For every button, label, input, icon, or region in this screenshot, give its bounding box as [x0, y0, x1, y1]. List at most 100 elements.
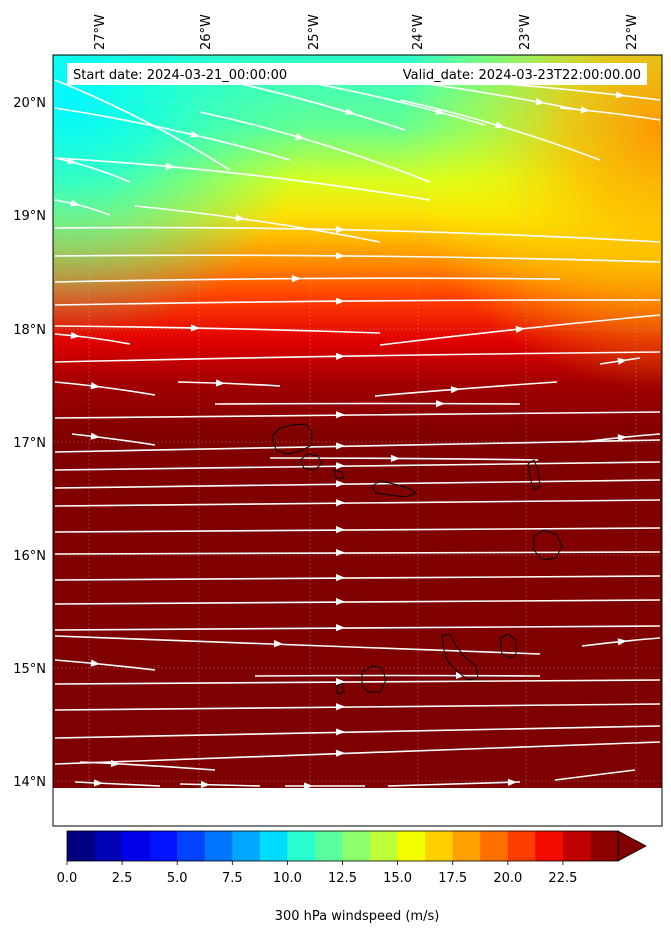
coastlines [271, 423, 563, 695]
streamline [177, 381, 281, 387]
streamline [54, 254, 661, 263]
streamline-arrow [70, 199, 80, 207]
colorbar-segment [562, 831, 591, 861]
streamline-arrow [615, 91, 625, 99]
streamline [554, 769, 636, 781]
streamline-arrow [345, 108, 355, 116]
lat-tick-labels: 20°N 19°N 18°N 17°N 16°N 15°N 14°N [13, 96, 46, 790]
streamline-arrow [335, 297, 345, 305]
streamline-arrow [455, 671, 465, 680]
streamline-arrow [335, 352, 345, 360]
streamline-arrow [335, 728, 345, 736]
lat-tick-label: 19°N [13, 209, 46, 224]
streamline-arrow [335, 480, 345, 488]
lon-tick-label: 23°W [518, 14, 533, 50]
streamline [54, 226, 661, 243]
streamline-arrow [70, 331, 80, 340]
streamline [54, 199, 111, 216]
lon-tick-label: 24°W [411, 14, 426, 50]
missing-data-strip [53, 788, 662, 826]
colorbar-segment [94, 831, 123, 861]
streamline [387, 781, 521, 787]
streamline [54, 725, 661, 739]
streamline-arrow [190, 130, 200, 138]
streamline-arrow [335, 442, 345, 450]
streamline-arrow [450, 386, 460, 394]
colorbar-segment [177, 831, 206, 861]
streamline-arrow [580, 106, 590, 114]
streamline-arrow [110, 759, 120, 768]
valid-date-label: Valid_date: 2024-03-23T22:00:00.00 [403, 68, 641, 83]
streamline-arrow [335, 526, 345, 534]
island-sao-nicolau [371, 480, 418, 498]
colorbar-label: 300 hPa windspeed (m/s) [275, 909, 440, 924]
streamline-arrow [535, 98, 545, 106]
colorbar-tick-label: 0.0 [57, 871, 78, 886]
streamline [254, 674, 541, 677]
streamline [134, 205, 381, 243]
colorbar-tick-label: 7.5 [222, 871, 243, 886]
streamline [54, 575, 661, 581]
streamline [374, 381, 558, 397]
streamline-arrow [295, 132, 305, 140]
colorbar-tick-label: 12.5 [328, 871, 357, 886]
streamline-arrow [335, 574, 345, 582]
streamline [54, 659, 156, 671]
streamline-arrow [335, 499, 345, 507]
colorbar-tick-label: 2.5 [112, 871, 133, 886]
island-sal [527, 459, 541, 491]
streamline-arrow [617, 638, 627, 646]
streamline-arrow [200, 780, 210, 788]
start-date-label: Start date: 2024-03-21_00:00:00 [73, 68, 287, 83]
colorbar-segment [507, 831, 536, 861]
colorbar-segment [232, 831, 261, 861]
wind-field [53, 55, 662, 788]
streamline-arrow [304, 782, 313, 788]
lat-tick-label: 15°N [13, 662, 46, 677]
streamline-arrow [90, 382, 100, 390]
lat-tick-label: 18°N [13, 323, 46, 338]
streamline-arrow [190, 324, 200, 332]
streamline [54, 551, 661, 555]
gridlines [53, 55, 662, 788]
lat-tick-label: 16°N [13, 549, 46, 564]
streamline [54, 79, 231, 171]
streamline [54, 635, 541, 655]
streamline-arrow [90, 432, 100, 440]
streamline-arrow [335, 225, 345, 234]
streamline [559, 107, 661, 121]
streamline [54, 703, 661, 711]
streamline [54, 157, 131, 183]
island-sao-vicente [299, 453, 323, 471]
colorbar-tick-label: 15.0 [383, 871, 412, 886]
colorbar-segment [204, 831, 233, 861]
streamline [54, 679, 661, 685]
streamline-arrow [507, 778, 517, 786]
colorbar [66, 830, 647, 862]
lon-tick-label: 27°W [93, 14, 108, 50]
streamline [74, 781, 161, 787]
streamline-arrow [335, 749, 345, 757]
island-maio [499, 633, 517, 659]
streamline [54, 439, 661, 453]
island-santo-antao [271, 423, 313, 455]
colorbar-segment [259, 831, 288, 861]
streamline [214, 402, 521, 405]
colorbar-segment [590, 831, 619, 861]
streamline [269, 457, 539, 461]
colorbar-tick-label: 20.0 [493, 871, 522, 886]
colorbar-tick-label: 22.5 [548, 871, 577, 886]
streamline-arrow [335, 411, 345, 419]
colorbar-segment [370, 831, 399, 861]
streamline-arrow [215, 379, 225, 387]
island-santiago [441, 633, 479, 681]
colorbar-ticks: 0.0 2.5 5.0 7.5 10.0 12.5 15.0 17.5 20.0 22.5 [57, 861, 577, 886]
streamline [54, 299, 661, 306]
streamline [54, 333, 131, 345]
streamline-arrow [291, 274, 301, 283]
colorbar-segment [425, 831, 454, 861]
colorbar-segment [342, 831, 371, 861]
lat-tick-label: 17°N [13, 436, 46, 451]
streamline-arrow [335, 548, 345, 557]
